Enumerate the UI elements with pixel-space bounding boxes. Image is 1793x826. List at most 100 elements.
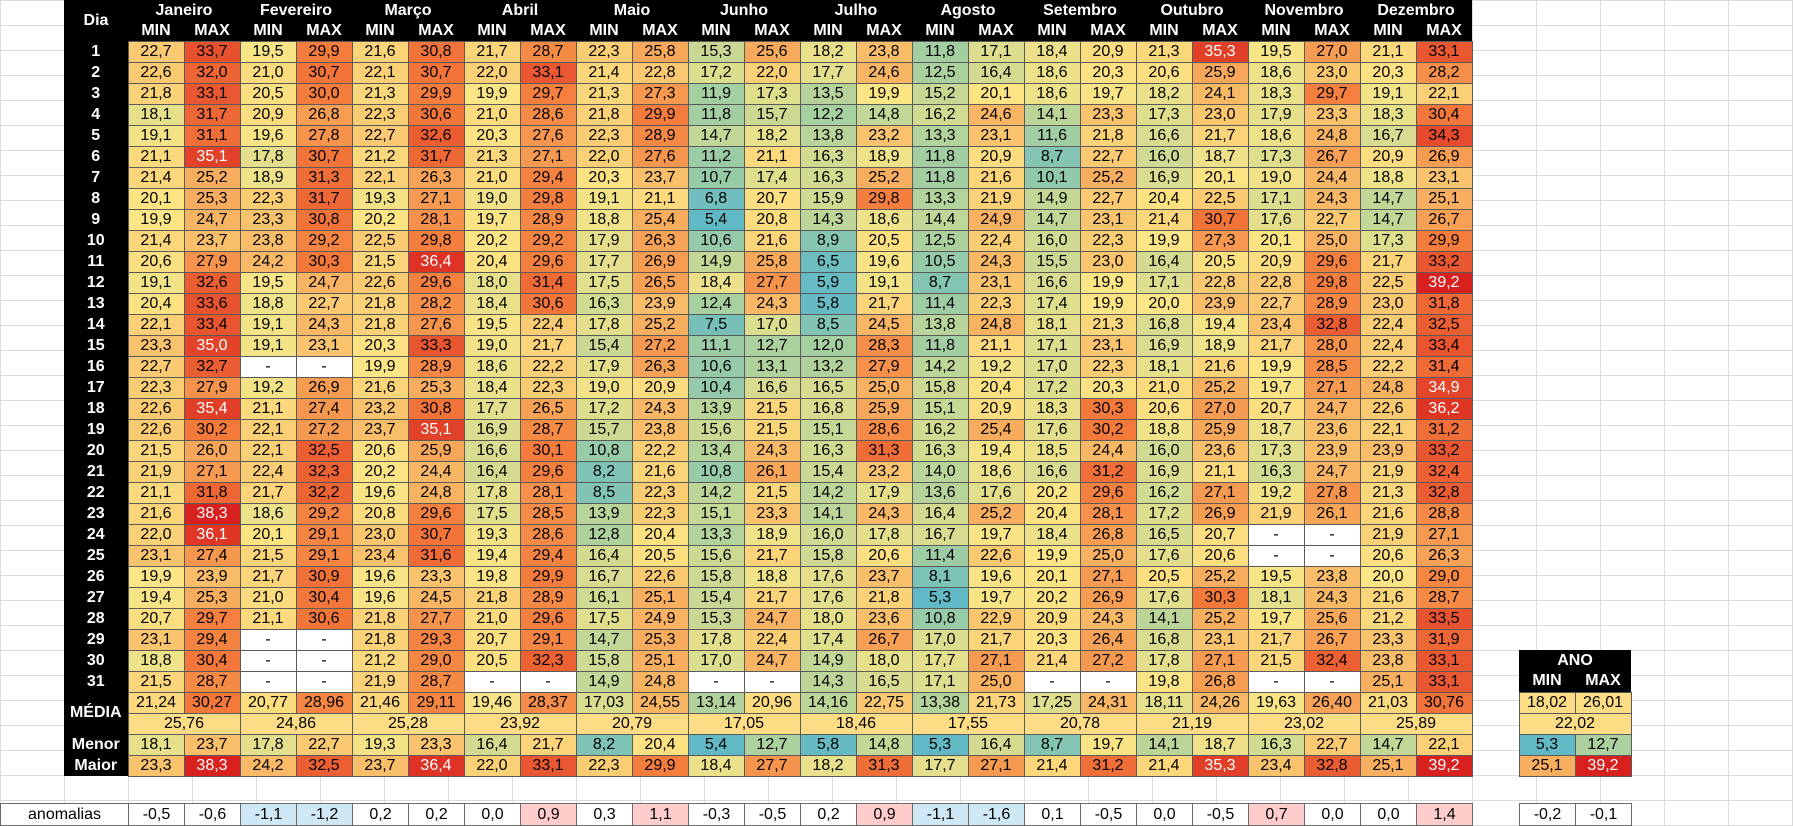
temp-cell: 23,2 [855, 460, 913, 483]
temp-cell: 20,6 [1135, 397, 1193, 420]
temp-cell: 33,4 [1415, 334, 1473, 357]
month-header-7: Julho [800, 0, 912, 21]
temp-cell: 17,8 [855, 523, 913, 546]
temp-cell: 17,7 [463, 397, 521, 420]
temp-cell: 17,3 [1135, 103, 1193, 126]
temp-cell: 29,9 [295, 40, 353, 63]
day-label: 12 [64, 272, 128, 293]
temp-cell: 22,2 [519, 355, 577, 378]
empty-cell [1472, 251, 1519, 272]
media-value: 21,24 [127, 691, 185, 714]
temp-cell: 17,9 [575, 229, 633, 252]
empty-cell [1575, 503, 1631, 524]
temp-cell: 23,7 [631, 166, 689, 189]
temp-cell: 22,1 [127, 313, 185, 336]
temp-cell: 23,1 [1415, 166, 1473, 189]
temp-cell: 25,0 [967, 670, 1025, 693]
temp-cell: 30,2 [1079, 418, 1137, 441]
empty-cell [1519, 41, 1575, 62]
temp-cell: 16,8 [1135, 628, 1193, 651]
empty-cell [1472, 0, 1519, 21]
temp-cell: 24,7 [1303, 460, 1361, 483]
empty-cell [1519, 0, 1575, 21]
temp-cell: 10,6 [687, 355, 745, 378]
month-header-4: Abril [464, 0, 576, 21]
day-label: 1 [64, 41, 128, 62]
empty-cell [1519, 608, 1575, 629]
temp-cell: 30,6 [295, 607, 353, 630]
temp-cell: 21,3 [1135, 40, 1193, 63]
temp-cell: 21,0 [463, 103, 521, 126]
temp-cell: 25,9 [855, 397, 913, 420]
temp-cell: 17,1 [911, 670, 969, 693]
temp-cell: 18,6 [1247, 124, 1305, 147]
temp-cell: 22,5 [351, 229, 409, 252]
temp-cell: 15,7 [743, 103, 801, 126]
temp-cell: 19,5 [239, 40, 297, 63]
temp-cell: 22,1 [351, 61, 409, 84]
temp-cell: 31,7 [407, 145, 465, 168]
temp-cell: 21,5 [127, 670, 185, 693]
empty-cell [1519, 377, 1575, 398]
temp-cell: 24,8 [967, 313, 1025, 336]
temp-cell: 28,5 [1303, 355, 1361, 378]
day-label: 18 [64, 398, 128, 419]
temp-cell: 16,0 [1135, 439, 1193, 462]
temp-cell: 16,6 [1023, 271, 1081, 294]
temp-cell: 21,3 [351, 82, 409, 105]
temp-cell: 24,8 [407, 481, 465, 504]
temp-cell: 21,7 [855, 292, 913, 315]
temp-cell: 19,3 [351, 187, 409, 210]
empty-cell [1519, 419, 1575, 440]
empty-cell [1575, 419, 1631, 440]
temp-cell: 23,8 [1303, 565, 1361, 588]
temp-cell: 22,0 [127, 523, 185, 546]
temp-cell: 14,0 [911, 460, 969, 483]
temp-cell: 27,1 [1191, 481, 1249, 504]
temp-cell: 29,9 [407, 82, 465, 105]
temp-cell: 19,6 [351, 565, 409, 588]
temp-cell: 20,2 [1023, 481, 1081, 504]
temp-cell: 21,8 [351, 292, 409, 315]
temp-cell: 30,0 [295, 82, 353, 105]
temp-cell: 21,9 [127, 460, 185, 483]
temp-cell: 30,6 [407, 103, 465, 126]
min-header: MIN [1360, 21, 1416, 41]
temp-cell: 20,2 [351, 460, 409, 483]
empty-cell [1472, 62, 1519, 83]
temp-cell: 29,7 [1303, 82, 1361, 105]
temp-cell: 22,3 [127, 376, 185, 399]
temp-cell: 23,9 [1303, 439, 1361, 462]
temp-cell: 16,4 [967, 61, 1025, 84]
media-month: 21,19 [1135, 712, 1249, 735]
temp-cell: 18,2 [799, 40, 857, 63]
temp-cell: 33,5 [1415, 607, 1473, 630]
temp-cell: 22,3 [519, 376, 577, 399]
empty-cell [1575, 167, 1631, 188]
temp-cell: 29,3 [407, 628, 465, 651]
day-label: 25 [64, 545, 128, 566]
temp-cell: 20,2 [463, 229, 521, 252]
temp-cell: 17,1 [1023, 334, 1081, 357]
temp-cell: 22,3 [351, 103, 409, 126]
temp-cell: 23,7 [855, 565, 913, 588]
temp-cell: 22,7 [127, 40, 185, 63]
temp-cell: 19,1 [1359, 82, 1417, 105]
empty-cell [1519, 272, 1575, 293]
temp-cell: 19,2 [1247, 481, 1305, 504]
temp-cell: 21,1 [127, 145, 185, 168]
temp-cell: 26,3 [631, 355, 689, 378]
temp-cell: 16,4 [463, 460, 521, 483]
temp-cell: 13,3 [911, 187, 969, 210]
temp-cell: 6,5 [799, 250, 857, 273]
menor-value: 19,3 [351, 733, 409, 756]
min-header: MIN [240, 21, 296, 41]
temp-cell: 25,3 [183, 586, 241, 609]
anomaly-value: -0,6 [184, 803, 241, 826]
temp-cell: 30,7 [407, 523, 465, 546]
temp-cell: 16,5 [855, 670, 913, 693]
temp-cell: 6,8 [687, 187, 745, 210]
temp-cell: 20,7 [463, 628, 521, 651]
temp-cell: 21,7 [743, 544, 801, 567]
temp-cell: 22,4 [743, 628, 801, 651]
